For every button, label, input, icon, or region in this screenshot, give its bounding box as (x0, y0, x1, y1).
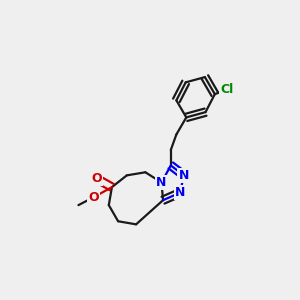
Text: N: N (175, 186, 185, 199)
Text: Cl: Cl (220, 83, 233, 96)
Text: O: O (91, 172, 102, 185)
Text: N: N (178, 169, 189, 182)
Text: N: N (156, 176, 167, 189)
Text: O: O (88, 190, 99, 204)
